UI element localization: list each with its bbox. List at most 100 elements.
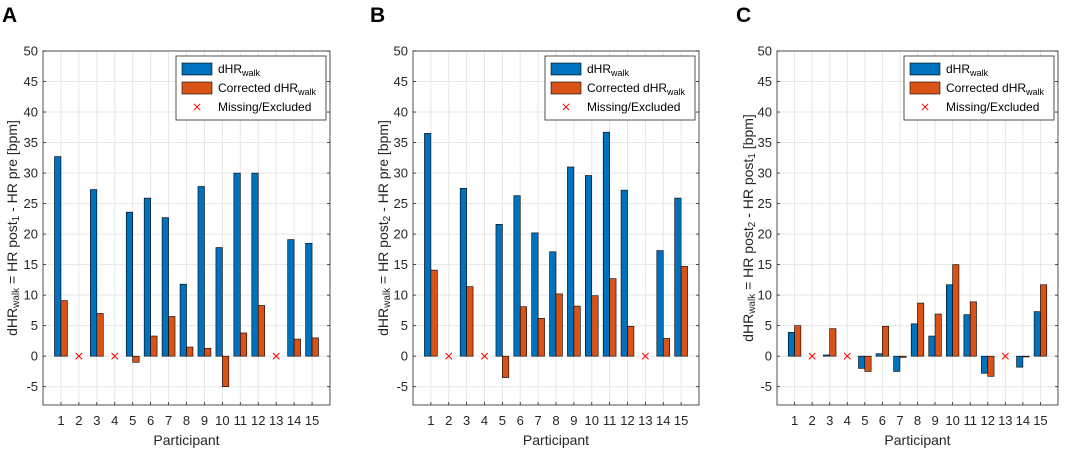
bar-dhr-walk-p9[interactable] <box>567 166 575 357</box>
bar-corrected-dhr-walk-p14[interactable] <box>293 338 301 357</box>
bar-dhr-walk-p14[interactable] <box>656 250 664 357</box>
bar-corrected-dhr-walk-p11[interactable] <box>240 332 248 357</box>
bar-dhr-walk-p7[interactable] <box>893 355 901 372</box>
bar-dhr-walk-p15[interactable] <box>1033 311 1041 357</box>
bar-corrected-dhr-walk-p9[interactable] <box>204 347 212 357</box>
bar-corrected-dhr-walk-p3[interactable] <box>96 313 104 357</box>
bar-dhr-walk-p11[interactable] <box>233 172 241 357</box>
y-tick-label: 20 <box>758 227 772 242</box>
bar-corrected-dhr-walk-p10[interactable] <box>591 295 599 357</box>
y-axis-label-subscript: 2 <box>382 215 393 221</box>
bar-dhr-walk-p5[interactable] <box>858 355 866 369</box>
y-axis-label: dHRwalk = HR post2 - HR pre [bpm] <box>375 120 393 336</box>
bar-corrected-dhr-walk-p12[interactable] <box>987 355 995 377</box>
bar-dhr-walk-p3[interactable] <box>459 188 467 357</box>
x-tick-label: 14 <box>1016 413 1030 428</box>
bar-dhr-walk-p11[interactable] <box>963 314 971 357</box>
bar-corrected-dhr-walk-p10[interactable] <box>222 355 230 387</box>
bar-corrected-dhr-walk-p8[interactable] <box>186 346 194 357</box>
bar-dhr-walk-p5[interactable] <box>495 224 503 357</box>
bar-corrected-dhr-walk-p6[interactable] <box>882 325 889 357</box>
missing-marker-p4[interactable] <box>480 352 489 360</box>
bar-dhr-walk-p1[interactable] <box>54 156 62 357</box>
bar-dhr-walk-p8[interactable] <box>549 251 557 357</box>
bar-dhr-walk-p15[interactable] <box>674 197 682 357</box>
bar-dhr-walk-p14[interactable] <box>1016 355 1024 368</box>
missing-marker-p2[interactable] <box>808 352 816 360</box>
y-tick-label: -5 <box>760 379 772 394</box>
bar-dhr-walk-p11[interactable] <box>602 131 610 357</box>
bar-dhr-walk-p12[interactable] <box>251 172 259 357</box>
bar-corrected-dhr-walk-p1[interactable] <box>430 269 438 357</box>
bar-corrected-dhr-walk-p7[interactable] <box>899 355 907 358</box>
bar-dhr-walk-p7[interactable] <box>161 217 169 357</box>
x-tick-label: 9 <box>931 413 938 428</box>
bar-dhr-walk-p3[interactable] <box>90 189 98 357</box>
legend-text: dHR <box>587 62 611 76</box>
bar-corrected-dhr-walk-p14[interactable] <box>1022 355 1030 358</box>
bar-corrected-dhr-walk-p15[interactable] <box>680 266 688 357</box>
bar-corrected-dhr-walk-p9[interactable] <box>573 305 581 357</box>
bar-corrected-dhr-walk-p5[interactable] <box>864 355 872 372</box>
bar-corrected-dhr-walk-p5[interactable] <box>502 355 510 378</box>
bar-corrected-dhr-walk-p12[interactable] <box>257 305 266 357</box>
legend-swatch-dhr-walk <box>550 62 582 76</box>
y-tick-label: 30 <box>758 166 772 181</box>
bar-corrected-dhr-walk-p8[interactable] <box>555 293 563 357</box>
missing-marker-p13[interactable] <box>272 352 280 360</box>
bar-dhr-walk-p10[interactable] <box>946 284 953 357</box>
bar-corrected-dhr-walk-p11[interactable] <box>969 301 977 357</box>
bar-dhr-walk-p7[interactable] <box>531 232 539 357</box>
bar-corrected-dhr-walk-p15[interactable] <box>1040 284 1048 357</box>
bar-corrected-dhr-walk-p10[interactable] <box>952 264 960 357</box>
bar-corrected-dhr-walk-p5[interactable] <box>132 355 140 363</box>
y-tick-label: 20 <box>394 227 408 242</box>
bar-dhr-walk-p1[interactable] <box>424 133 432 357</box>
bar-corrected-dhr-walk-p1[interactable] <box>794 325 802 357</box>
bar-dhr-walk-p12[interactable] <box>981 355 989 374</box>
y-tick-label: 45 <box>394 74 408 89</box>
x-tick-label: 7 <box>535 413 542 428</box>
bar-dhr-walk-p10[interactable] <box>585 175 593 357</box>
missing-marker-p13[interactable] <box>641 352 649 360</box>
bar-dhr-walk-p12[interactable] <box>620 189 628 357</box>
bar-corrected-dhr-walk-p7[interactable] <box>168 316 176 357</box>
bar-corrected-dhr-walk-p7[interactable] <box>537 318 545 357</box>
bar-dhr-walk-p5[interactable] <box>125 211 133 357</box>
bar-corrected-dhr-walk-p11[interactable] <box>609 278 617 357</box>
bar-dhr-walk-p3[interactable] <box>823 354 830 357</box>
bar-corrected-dhr-walk-p14[interactable] <box>662 338 670 357</box>
bars <box>54 156 319 387</box>
missing-marker-p2[interactable] <box>445 352 453 360</box>
bar-dhr-walk-p6[interactable] <box>143 197 151 357</box>
bar-dhr-walk-p6[interactable] <box>513 195 521 357</box>
bar-dhr-walk-p15[interactable] <box>305 242 313 357</box>
bar-dhr-walk-p10[interactable] <box>215 247 223 357</box>
missing-marker-p2[interactable] <box>75 352 83 360</box>
bar-corrected-dhr-walk-p6[interactable] <box>150 335 158 357</box>
bar-corrected-dhr-walk-p9[interactable] <box>934 313 942 357</box>
bar-dhr-walk-p9[interactable] <box>928 335 936 357</box>
bar-dhr-walk-p1[interactable] <box>787 332 795 357</box>
y-axis-label-subscript: 1 <box>747 153 758 159</box>
bar-corrected-dhr-walk-p8[interactable] <box>917 302 925 357</box>
bar-dhr-walk-p9[interactable] <box>197 186 205 357</box>
bar-corrected-dhr-walk-p12[interactable] <box>627 325 635 357</box>
y-tick-label: 40 <box>758 105 772 120</box>
bar-dhr-walk-p8[interactable] <box>910 323 918 357</box>
missing-marker-p13[interactable] <box>1001 352 1009 360</box>
missing-marker-p4[interactable] <box>111 352 119 360</box>
bar-corrected-dhr-walk-p15[interactable] <box>311 337 319 357</box>
legend-swatch-corrected-dhr-walk <box>550 81 582 95</box>
bar-corrected-dhr-walk-p3[interactable] <box>829 328 837 357</box>
bar-corrected-dhr-walk-p3[interactable] <box>466 286 474 357</box>
bar-corrected-dhr-walk-p6[interactable] <box>519 306 527 357</box>
bar-dhr-walk-p6[interactable] <box>875 353 883 357</box>
bar-dhr-walk-p8[interactable] <box>179 283 187 357</box>
missing-marker-p4[interactable] <box>843 352 851 360</box>
bar-corrected-dhr-walk-p1[interactable] <box>60 300 68 357</box>
bar-dhr-walk-p14[interactable] <box>287 239 295 357</box>
legend-missing-marker <box>921 103 929 111</box>
